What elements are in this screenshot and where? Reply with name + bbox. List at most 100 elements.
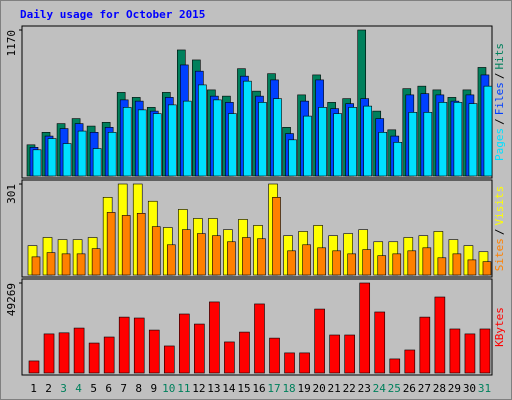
bar [348,107,357,177]
y-tick-label: 301 [5,184,18,204]
x-tick-label: 13 [207,382,220,395]
bar [151,226,161,276]
bar [374,311,386,374]
bar [302,244,311,276]
chart-title: Daily usage for October 2015 [20,8,205,21]
bar [182,229,191,276]
bar [404,349,416,374]
x-tick-label: 17 [267,382,280,395]
bar [77,130,87,177]
y-tick-label: 1170 [5,30,18,57]
bar [243,80,252,177]
bar [73,327,85,374]
bar [467,259,477,276]
bar [152,113,162,177]
x-tick-label: 20 [313,382,326,395]
x-tick-label: 28 [433,382,446,395]
x-tick-label: 29 [448,382,461,395]
bar [197,233,206,276]
bar [32,149,42,177]
bar [92,148,102,177]
x-tick-label: 26 [403,382,416,395]
bar [62,143,72,177]
bar [303,115,312,177]
bar [389,358,401,374]
bar [434,296,446,374]
x-tick-label: 15 [237,382,250,395]
x-tick-label: 8 [135,382,142,395]
bar [212,235,221,276]
bar [213,99,222,177]
x-tick-label: 31 [478,382,491,395]
bar [318,107,327,177]
bar [227,241,236,276]
bar [422,247,432,276]
bar [28,360,40,374]
bar [468,103,478,177]
legend-entry: Pages [493,128,506,161]
bar [47,138,57,177]
bar [137,109,147,177]
x-tick-label: 7 [120,382,127,395]
bar [107,132,117,177]
bar [166,244,176,276]
bar [362,249,372,276]
bar [163,345,175,374]
bar [359,282,371,374]
bar [437,257,447,276]
x-tick-label: 5 [90,382,97,395]
bar [482,261,492,276]
bar [377,255,387,276]
bar [332,250,341,276]
bar [76,253,86,276]
bar [329,334,340,374]
x-tick-label: 25 [388,382,401,395]
bar [46,252,56,276]
bar [242,237,251,276]
bar [483,85,493,177]
x-tick-label: 10 [162,382,175,395]
x-tick-label: 27 [418,382,431,395]
legend-entry: Visits [493,186,506,226]
bar [136,213,146,276]
bar [228,113,237,177]
x-tick-label: 3 [60,382,67,395]
bar [179,313,190,374]
bar [452,253,462,276]
bar [58,332,70,374]
bar [317,247,326,276]
x-tick-label: 18 [282,382,295,395]
bar [194,323,205,374]
bar [239,331,250,374]
bar [438,102,448,177]
legend-entry: Files [493,82,506,115]
bar [258,102,267,177]
bar [272,197,281,276]
bar [43,333,55,374]
legend-entry: KBytes [493,307,506,347]
x-tick-label: 22 [343,382,356,395]
bar [393,142,403,177]
bar [106,212,116,276]
bar [363,105,373,177]
bar [148,329,160,374]
bar [91,248,101,276]
bar [198,84,207,177]
bar [344,334,355,374]
x-tick-label: 2 [45,382,52,395]
legend: Pages / Files / Hits [493,43,506,161]
y-tick-label: 49269 [5,283,18,316]
bar [453,102,463,177]
legend: Sites / Visits [493,186,506,272]
legend-separator: / [493,118,506,125]
bar [407,250,417,276]
bar [88,342,100,374]
x-tick-label: 24 [373,382,387,395]
bar [209,301,220,374]
legend-separator: / [493,73,506,80]
bar [133,317,145,374]
legend-separator: / [493,229,506,236]
bar [314,308,325,374]
x-tick-label: 4 [75,382,82,395]
